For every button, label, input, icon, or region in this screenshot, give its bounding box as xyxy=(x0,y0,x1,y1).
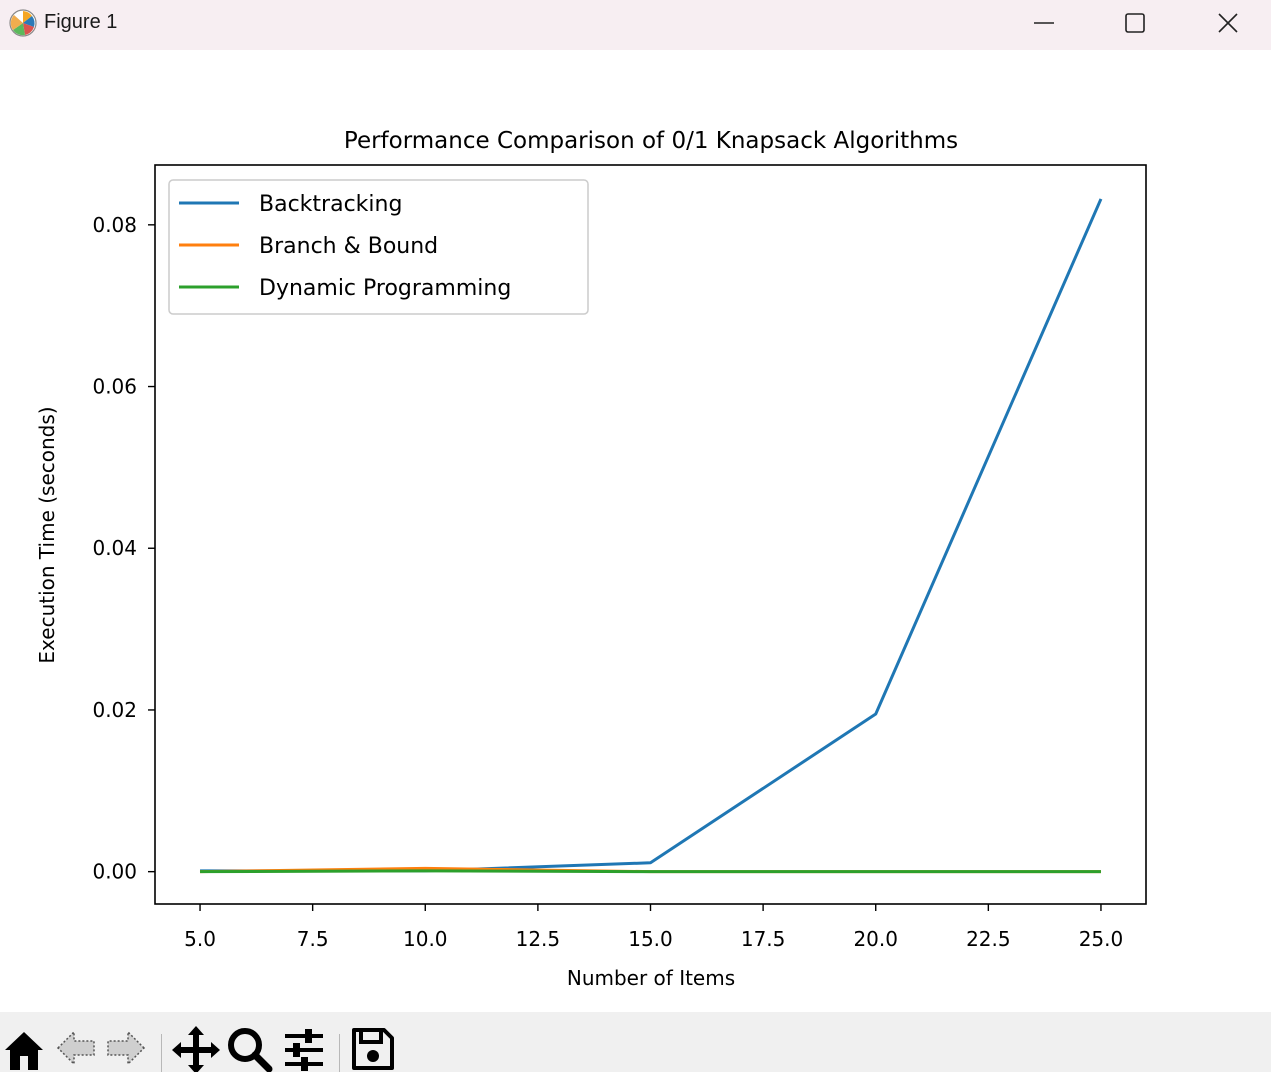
chart-title: Performance Comparison of 0/1 Knapsack A… xyxy=(344,128,958,154)
toolbar-separator xyxy=(161,1034,162,1072)
sliders-icon xyxy=(285,1029,323,1071)
y-tick-label: 0.00 xyxy=(92,860,137,884)
minimize-button[interactable] xyxy=(1014,0,1074,46)
x-tick-label: 22.5 xyxy=(966,927,1011,951)
x-tick-label: 5.0 xyxy=(184,927,216,951)
configure-subplots-button[interactable] xyxy=(280,1026,328,1072)
close-icon xyxy=(1218,13,1238,33)
move-icon xyxy=(172,1026,220,1072)
x-tick-label: 20.0 xyxy=(853,927,898,951)
legend-box xyxy=(168,179,589,315)
x-tick-label: 15.0 xyxy=(628,927,673,951)
legend-label: Backtracking xyxy=(259,192,402,217)
close-button[interactable] xyxy=(1198,0,1258,46)
magnifier-icon xyxy=(228,1028,273,1072)
home-icon xyxy=(5,1032,43,1070)
figure-canvas[interactable]: Performance Comparison of 0/1 Knapsack A… xyxy=(0,50,1271,1012)
x-tick-label: 10.0 xyxy=(403,927,448,951)
title-bar[interactable]: Figure 1 xyxy=(0,0,1271,50)
x-tick-label: 17.5 xyxy=(741,927,786,951)
back-button[interactable] xyxy=(52,1026,100,1072)
maximize-button[interactable] xyxy=(1105,0,1165,46)
x-tick-label: 25.0 xyxy=(1079,927,1124,951)
x-tick-label: 12.5 xyxy=(516,927,561,951)
y-tick-label: 0.04 xyxy=(92,536,137,560)
arrow-right-icon xyxy=(107,1030,146,1066)
pan-button[interactable] xyxy=(172,1026,220,1072)
home-button[interactable] xyxy=(0,1026,48,1072)
legend-label: Branch & Bound xyxy=(259,234,438,259)
arrow-left-icon xyxy=(56,1030,95,1066)
window-title: Figure 1 xyxy=(44,11,118,33)
toolbar-separator xyxy=(339,1034,340,1072)
navigation-toolbar xyxy=(0,1012,1271,1072)
series-line-dynamic-programming xyxy=(200,869,1101,874)
y-axis-label: Execution Time (seconds) xyxy=(35,406,59,663)
forward-button[interactable] xyxy=(102,1026,150,1072)
legend-label: Dynamic Programming xyxy=(259,276,511,301)
x-axis-label: Number of Items xyxy=(567,966,735,990)
y-tick-label: 0.02 xyxy=(92,698,137,722)
zoom-button[interactable] xyxy=(226,1026,274,1072)
maximize-icon xyxy=(1125,13,1145,33)
y-tick-label: 0.06 xyxy=(92,375,137,399)
matplotlib-logo-icon xyxy=(9,9,37,37)
y-tick-label: 0.08 xyxy=(92,213,137,237)
floppy-disk-icon xyxy=(352,1028,394,1070)
minimize-icon xyxy=(1034,22,1054,24)
line-chart: Performance Comparison of 0/1 Knapsack A… xyxy=(35,128,1147,990)
plot-area-frame xyxy=(154,164,1147,905)
x-tick-label: 7.5 xyxy=(297,927,329,951)
save-button[interactable] xyxy=(349,1026,397,1072)
